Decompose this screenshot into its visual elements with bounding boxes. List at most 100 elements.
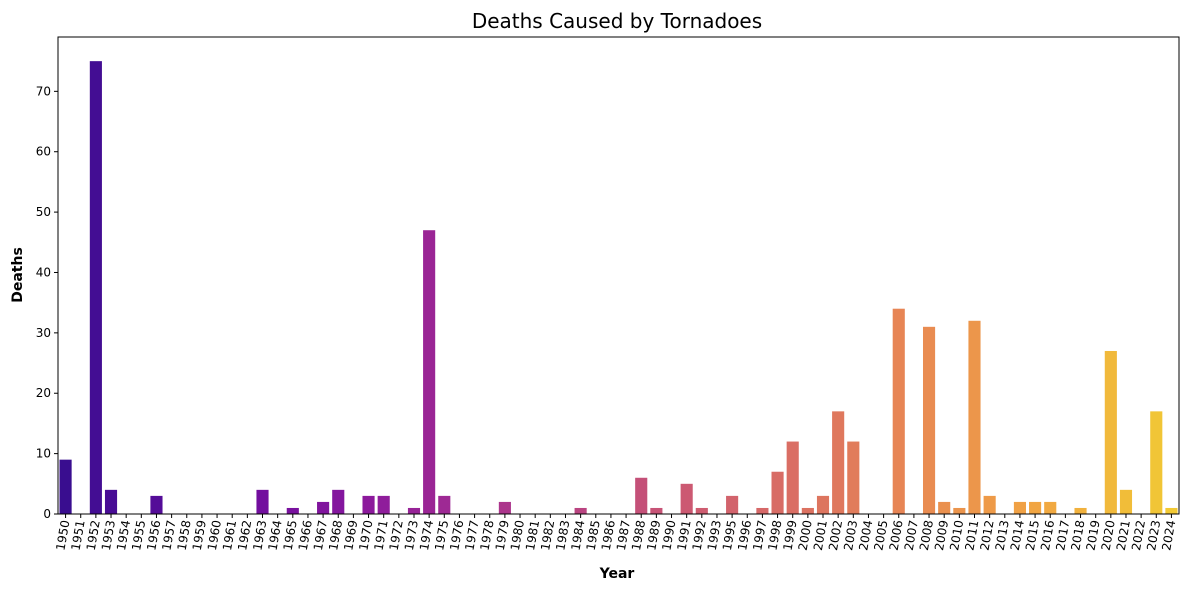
x-tick-label: 1972	[387, 519, 406, 552]
x-tick-label: 1971	[372, 519, 391, 552]
bar-1967	[317, 501, 330, 514]
x-tick-label: 1957	[159, 519, 178, 552]
x-tick-label: 1962	[235, 519, 254, 552]
x-tick-label: 1973	[402, 519, 421, 552]
x-tick-label: 1964	[266, 519, 285, 552]
bar-1953	[104, 489, 118, 514]
bar-1970	[362, 495, 375, 514]
x-tick-label: 2003	[841, 519, 860, 552]
x-tick-label: 2021	[1114, 519, 1133, 552]
x-tick-label: 2004	[856, 519, 875, 552]
x-tick-label: 1950	[53, 519, 72, 552]
bar-2003	[847, 441, 860, 514]
y-tick-label: 60	[36, 145, 51, 159]
x-tick-label: 1967	[311, 519, 330, 552]
bar-1975	[438, 495, 451, 514]
x-tick-label: 2024	[1159, 519, 1178, 552]
x-tick-label: 1984	[568, 519, 587, 552]
x-tick-label: 1974	[417, 519, 436, 552]
bar-2023	[1150, 411, 1163, 514]
x-tick-label: 1979	[493, 519, 512, 552]
bar-1974	[423, 230, 436, 514]
x-tick-label: 1985	[584, 519, 603, 552]
x-tick-label: 2015	[1023, 519, 1042, 552]
x-tick-label: 1958	[175, 519, 194, 552]
x-tick-label: 1968	[326, 519, 345, 552]
x-tick-label: 1951	[69, 519, 88, 552]
x-tick-label: 1970	[356, 519, 375, 552]
x-tick-label: 1999	[781, 519, 800, 552]
y-tick-label: 10	[36, 447, 51, 461]
bar-1988	[635, 477, 648, 514]
bar-2010	[953, 507, 966, 514]
x-tick-label: 1989	[644, 519, 663, 552]
x-tick-label: 1995	[720, 519, 739, 552]
chart-title: Deaths Caused by Tornadoes	[472, 9, 762, 33]
bar-2024	[1165, 507, 1178, 514]
bar-2018	[1074, 507, 1087, 514]
x-tick-label: 2011	[962, 519, 981, 552]
x-tick-label: 2006	[887, 519, 906, 552]
x-tick-label: 1969	[341, 519, 360, 552]
bar-2020	[1104, 350, 1117, 514]
y-tick-label: 0	[43, 507, 51, 521]
x-tick-label: 1960	[205, 519, 224, 552]
bar-1991	[680, 483, 693, 514]
x-tick-label: 2010	[947, 519, 966, 552]
bar-2014	[1013, 501, 1026, 514]
x-tick-label: 2000	[796, 519, 815, 552]
x-tick-label: 2013	[993, 519, 1012, 552]
y-tick-label: 50	[36, 205, 51, 219]
bar-2000	[801, 507, 814, 514]
bar-1973	[407, 507, 421, 514]
bar-2002	[832, 411, 845, 514]
x-tick-label: 2014	[1008, 519, 1027, 552]
x-tick-label: 1980	[508, 519, 527, 552]
x-tick-label: 1981	[523, 519, 542, 552]
x-tick-label: 2018	[1068, 519, 1087, 552]
y-axis-ticks: 0 10 20 30 40 50 60 70	[36, 84, 58, 521]
bar-2006	[892, 308, 905, 514]
x-tick-label: 1965	[281, 519, 300, 552]
bar-2011	[968, 320, 981, 514]
x-tick-label: 2012	[978, 519, 997, 552]
bar-1979	[498, 501, 511, 514]
bar-1965	[286, 507, 299, 514]
bars-group	[59, 61, 1178, 515]
bar-1995	[726, 495, 739, 514]
x-tick-label: 1966	[296, 519, 315, 552]
bar-2021	[1119, 489, 1133, 514]
x-tick-label: 2005	[871, 519, 890, 552]
x-tick-label: 1993	[705, 519, 724, 552]
x-tick-label: 1953	[99, 519, 118, 552]
x-tick-label: 1955	[129, 519, 148, 552]
x-tick-label: 1991	[675, 519, 694, 552]
bar-2001	[816, 495, 830, 514]
x-tick-label: 1998	[765, 519, 784, 552]
y-tick-label: 30	[36, 326, 51, 340]
bar-1968	[332, 489, 345, 514]
x-tick-label: 1956	[144, 519, 163, 552]
bar-2016	[1044, 501, 1057, 514]
y-axis-title: Deaths	[10, 247, 26, 303]
x-tick-label: 1996	[735, 519, 754, 552]
x-tick-label: 1978	[478, 519, 497, 552]
x-tick-label: 2008	[917, 519, 936, 552]
bar-1971	[377, 495, 390, 514]
x-tick-label: 1959	[190, 519, 209, 552]
x-tick-label: 1987	[614, 519, 633, 552]
bar-1952	[89, 61, 102, 515]
x-tick-label: 1988	[629, 519, 648, 552]
bar-1963	[256, 489, 269, 514]
x-tick-label: 2022	[1129, 519, 1148, 552]
y-tick-label: 20	[36, 386, 51, 400]
bar-1989	[650, 507, 663, 514]
x-tick-label: 1963	[250, 519, 269, 552]
x-tick-label: 1975	[432, 519, 451, 552]
bar-1950	[59, 459, 72, 514]
x-tick-label: 2007	[902, 519, 921, 552]
x-tick-label: 2002	[826, 519, 845, 552]
x-tick-label: 2016	[1038, 519, 1057, 552]
x-tick-label: 1977	[462, 519, 481, 552]
